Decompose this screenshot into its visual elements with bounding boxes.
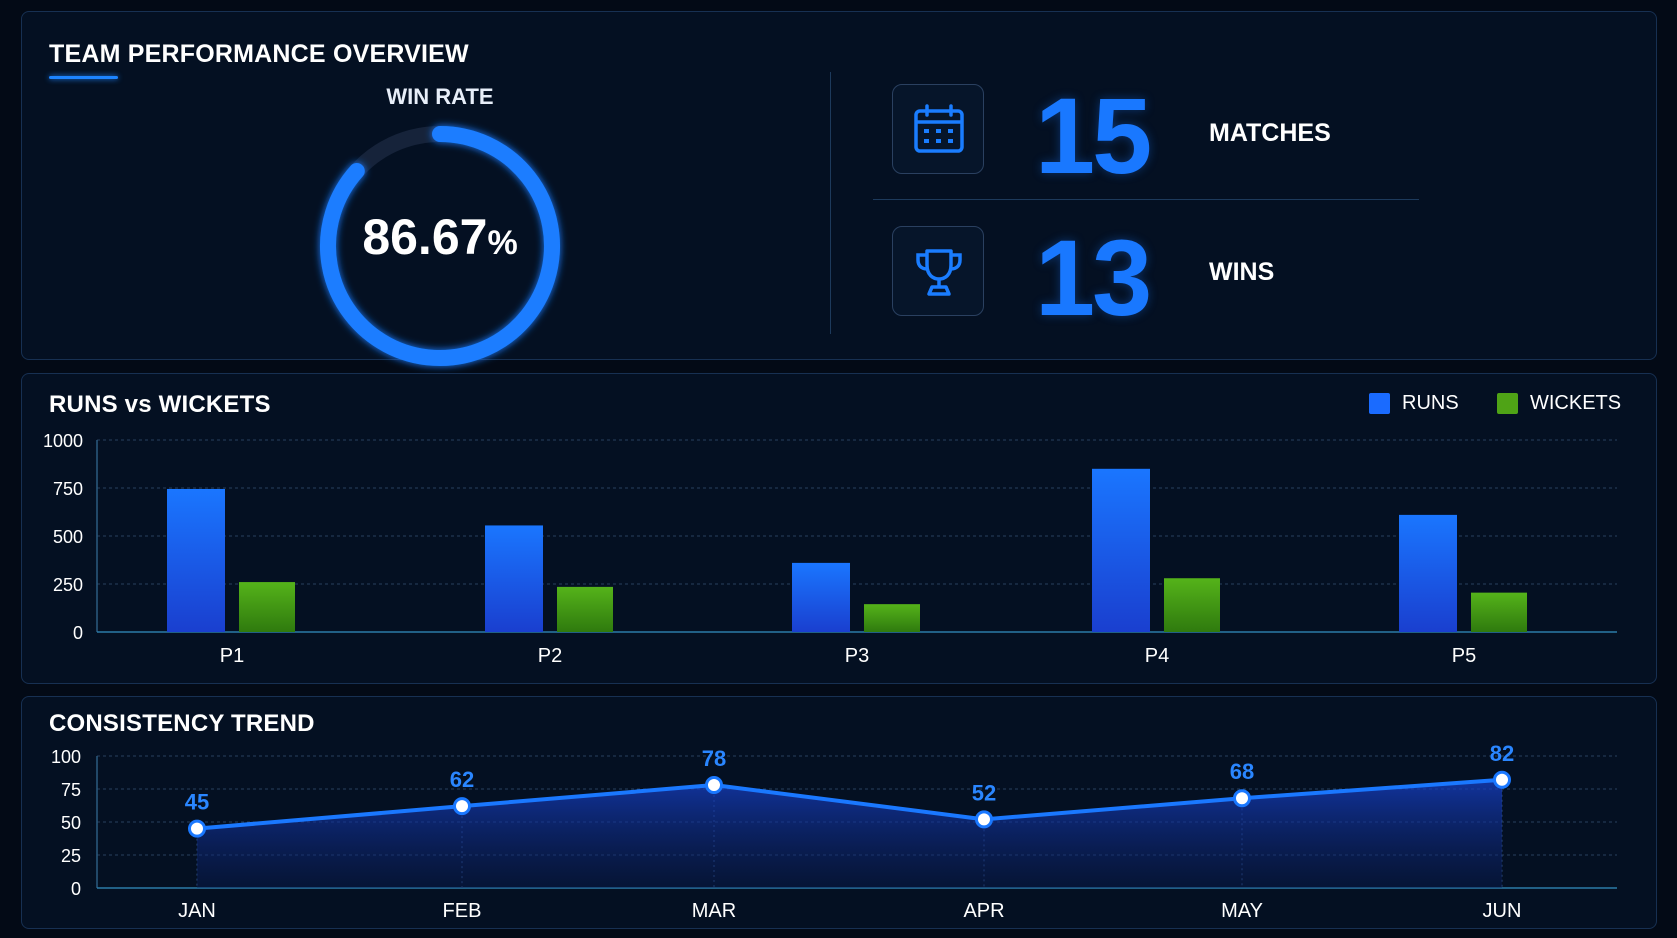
consistency-data-label: 52 [972,780,996,805]
win-rate-value: 86.67% [320,208,560,266]
line-y-tick-label: 50 [61,813,81,833]
consistency-data-label: 78 [702,746,726,771]
legend-swatch-wickets [1497,393,1518,414]
runs-bar [167,488,225,632]
consistency-point [453,797,471,816]
line-x-tick-label: MAR [692,900,736,922]
bar-x-tick-label: P4 [1145,645,1169,667]
line-chart-title: CONSISTENCY TREND [49,710,315,737]
legend-label-wickets: WICKETS [1530,392,1622,414]
consistency-point [705,776,723,795]
line-y-tick-label: 0 [71,879,81,899]
consistency-area [197,779,1502,888]
bar-y-tick-label: 250 [53,575,83,595]
matches-icon-box [892,84,984,174]
bar-y-tick-label: 750 [53,479,83,499]
legend-swatch-runs [1369,393,1390,414]
bar-x-tick-label: P1 [220,645,244,667]
wickets-bar [557,586,613,632]
consistency-data-label: 45 [185,790,209,815]
title-underline [49,76,118,79]
bar-y-tick-label: 0 [73,623,83,643]
runs-bar [485,525,543,632]
consistency-data-label: 62 [450,767,474,792]
trophy-icon [916,249,962,296]
wickets-bar [1471,592,1527,632]
consistency-point [1493,770,1511,789]
line-x-tick-label: JUN [1483,900,1522,922]
bar-x-tick-label: P3 [845,645,869,667]
bar-y-tick-label: 1000 [43,431,83,451]
consistency-line [196,777,1503,831]
wickets-bar [239,582,295,632]
bar-chart-title: RUNS vs WICKETS [49,391,271,418]
consistency-point [975,810,993,829]
line-x-tick-label: MAY [1221,900,1263,922]
bar-x-tick-label: P2 [538,645,562,667]
horizontal-divider [873,199,1419,200]
consistency-data-label: 82 [1490,741,1514,766]
wickets-bar [1164,578,1220,632]
consistency-data-label: 68 [1230,759,1254,784]
runs-bar [1092,468,1150,632]
win-rate-unit: % [487,224,518,262]
line-y-tick-label: 100 [51,747,81,767]
bar-x-tick-label: P5 [1452,645,1476,667]
legend-label-runs: RUNS [1402,392,1459,414]
runs-wickets-panel: RUNS vs WICKETS RUNS WICKETS 0 250 500 750 1… [21,373,1657,684]
wins-label: WINS [1209,258,1275,286]
win-rate-label: WIN RATE [386,84,494,109]
line-x-tick-label: FEB [443,900,482,922]
runs-wickets-chart: 0 250 500 750 1000 P1 P2 P3 P4 P5 [43,431,1617,667]
consistency-panel: CONSISTENCY TREND 0 25 50 75 100 45 JAN 62 FEB 78… [21,696,1657,929]
line-y-tick-label: 75 [61,780,81,800]
matches-label: MATCHES [1209,119,1331,147]
win-rate-donut [320,126,560,366]
donut-arc [320,126,560,366]
wickets-bar [864,604,920,632]
vertical-divider [830,72,831,334]
wins-icon-box [892,226,984,316]
bar-y-tick-label: 500 [53,527,83,547]
matches-value: 15 [1035,75,1152,196]
runs-bar [792,562,850,632]
consistency-chart: 0 25 50 75 100 45 JAN 62 FEB 78 MAR 52 APR 68 MAY 82 JUN [51,741,1617,922]
line-x-tick-label: APR [963,900,1004,922]
overview-title: TEAM PERFORMANCE OVERVIEW [49,40,469,68]
runs-bar [1399,514,1457,632]
win-rate-number: 86.67 [362,209,488,265]
wins-value: 13 [1035,217,1152,338]
consistency-point [188,819,206,838]
consistency-point [1233,789,1251,808]
line-x-tick-label: JAN [178,900,216,922]
overview-panel: TEAM PERFORMANCE OVERVIEW WIN RATE 86.67… [21,11,1657,366]
calendar-icon [914,104,964,153]
line-y-tick-label: 25 [61,846,81,866]
